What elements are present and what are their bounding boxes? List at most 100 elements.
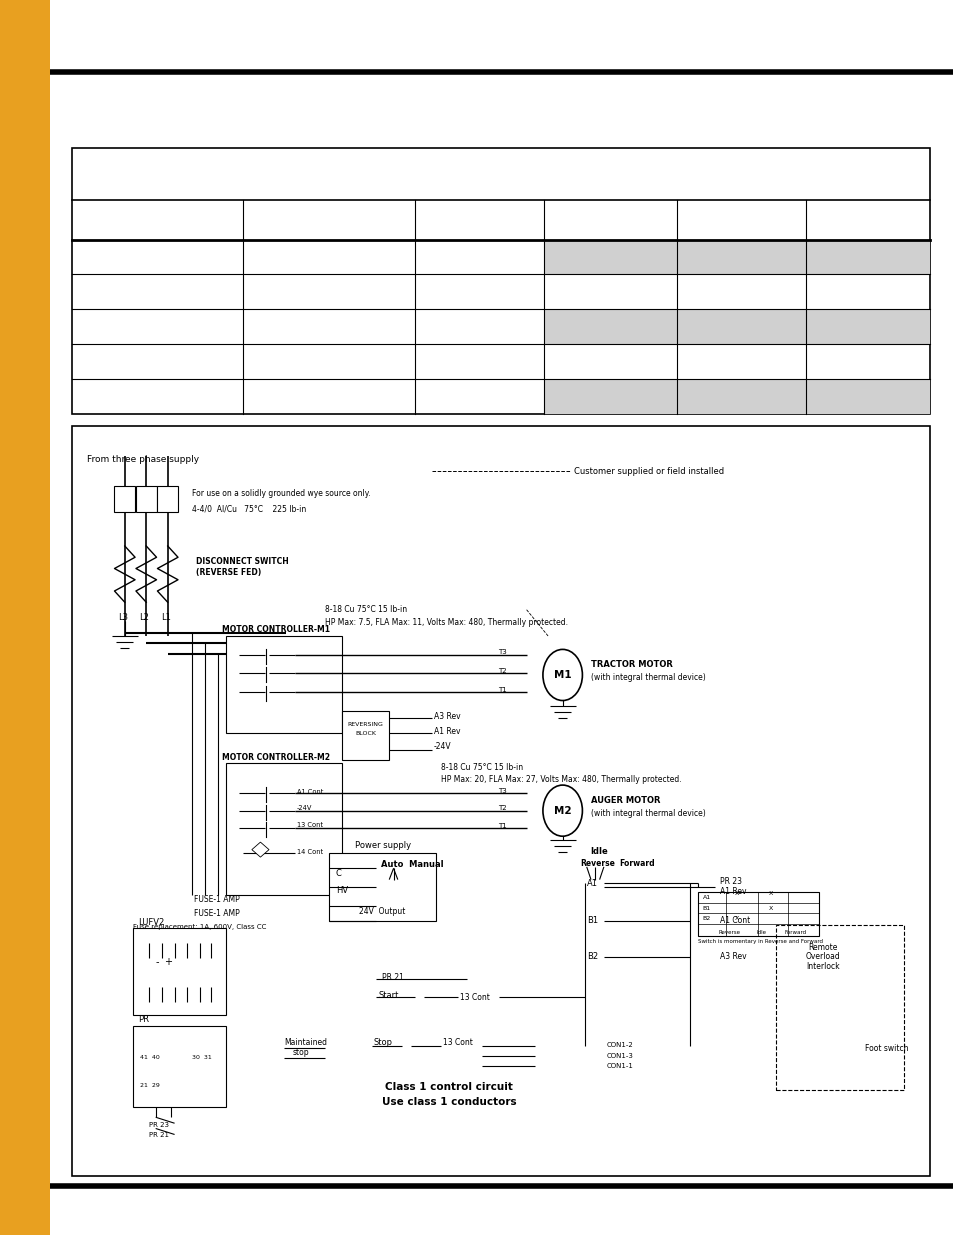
Bar bbox=[71, 148, 929, 414]
Text: Maintained: Maintained bbox=[284, 1037, 327, 1047]
Bar bbox=[677, 379, 805, 414]
Text: 13 Cont: 13 Cont bbox=[460, 993, 490, 1002]
Text: (with integral thermal device): (with integral thermal device) bbox=[590, 673, 705, 682]
Text: T2: T2 bbox=[497, 668, 506, 674]
Text: A1 Cont: A1 Cont bbox=[296, 789, 322, 795]
Text: Idle: Idle bbox=[590, 847, 608, 856]
Bar bbox=[543, 379, 677, 414]
Text: CON1-2: CON1-2 bbox=[606, 1041, 633, 1047]
Text: T3: T3 bbox=[497, 788, 506, 794]
Text: Remote: Remote bbox=[807, 942, 837, 952]
Text: Use class 1 conductors: Use class 1 conductors bbox=[381, 1097, 517, 1108]
Text: MOTOR CONTROLLER-M2: MOTOR CONTROLLER-M2 bbox=[221, 753, 330, 762]
Bar bbox=[329, 853, 436, 921]
Bar bbox=[805, 379, 929, 414]
Polygon shape bbox=[252, 842, 269, 857]
Text: stop: stop bbox=[293, 1049, 310, 1057]
Text: (REVERSE FED): (REVERSE FED) bbox=[196, 568, 261, 577]
Text: Foot switch: Foot switch bbox=[864, 1044, 908, 1052]
Text: MOTOR CONTROLLER-M1: MOTOR CONTROLLER-M1 bbox=[221, 625, 330, 635]
Bar bbox=[543, 240, 677, 274]
Text: FUSE-1 AMP: FUSE-1 AMP bbox=[194, 895, 240, 904]
Bar bbox=[543, 309, 677, 345]
Text: T2: T2 bbox=[497, 805, 506, 811]
Text: T1: T1 bbox=[497, 823, 506, 829]
Text: 8-18 Cu 75°C 15 lb-in: 8-18 Cu 75°C 15 lb-in bbox=[324, 605, 407, 614]
Text: TRACTOR MOTOR: TRACTOR MOTOR bbox=[590, 659, 672, 669]
Text: Start: Start bbox=[378, 992, 399, 1000]
Text: DISCONNECT SWITCH: DISCONNECT SWITCH bbox=[196, 557, 289, 566]
Text: 30  31: 30 31 bbox=[192, 1055, 212, 1060]
Text: T1: T1 bbox=[497, 687, 506, 693]
Circle shape bbox=[542, 650, 581, 700]
Text: A3 Rev: A3 Rev bbox=[434, 713, 460, 721]
Bar bbox=[698, 893, 818, 936]
Text: A1 Rev: A1 Rev bbox=[719, 887, 745, 897]
Text: T3: T3 bbox=[497, 650, 506, 656]
Text: M1: M1 bbox=[554, 669, 571, 680]
Text: L3: L3 bbox=[118, 613, 128, 621]
Text: Idle: Idle bbox=[755, 930, 765, 935]
Text: 14 Cont: 14 Cont bbox=[296, 848, 322, 855]
Text: Forward: Forward bbox=[783, 930, 805, 935]
Text: REVERSING: REVERSING bbox=[347, 722, 383, 727]
Text: A1: A1 bbox=[586, 879, 598, 888]
Text: HV: HV bbox=[335, 887, 348, 895]
Text: B1: B1 bbox=[701, 905, 710, 910]
Text: Fuse replacement: 1A, 600V, Class CC: Fuse replacement: 1A, 600V, Class CC bbox=[133, 924, 267, 930]
Text: A1: A1 bbox=[701, 895, 710, 900]
Bar bbox=[805, 309, 929, 345]
Text: 13 Cont: 13 Cont bbox=[296, 821, 322, 827]
Bar bbox=[226, 763, 341, 894]
Bar bbox=[775, 925, 903, 1089]
Text: C: C bbox=[335, 869, 341, 878]
Text: -: - bbox=[155, 957, 159, 967]
Text: BLOCK: BLOCK bbox=[355, 731, 375, 736]
Bar bbox=[342, 711, 389, 760]
Text: L2: L2 bbox=[139, 613, 149, 621]
Text: For use on a solidly grounded wye source only.: For use on a solidly grounded wye source… bbox=[192, 489, 370, 498]
Text: A3 Rev: A3 Rev bbox=[719, 952, 745, 961]
Text: (with integral thermal device): (with integral thermal device) bbox=[590, 809, 705, 818]
Text: Reverse: Reverse bbox=[579, 860, 614, 868]
Bar bbox=[805, 240, 929, 274]
Text: HP Max: 20, FLA Max: 27, Volts Max: 480, Thermally protected.: HP Max: 20, FLA Max: 27, Volts Max: 480,… bbox=[440, 776, 680, 784]
Text: 8-18 Cu 75°C 15 lb-in: 8-18 Cu 75°C 15 lb-in bbox=[440, 763, 522, 772]
Text: Switch is momentary in Reverse and Forward: Switch is momentary in Reverse and Forwa… bbox=[698, 940, 822, 945]
Text: CON1-3: CON1-3 bbox=[606, 1052, 633, 1058]
Text: Interlock: Interlock bbox=[805, 962, 839, 971]
Text: HP Max: 7.5, FLA Max: 11, Volts Max: 480, Thermally protected.: HP Max: 7.5, FLA Max: 11, Volts Max: 480… bbox=[324, 618, 567, 627]
Text: A1 Cont: A1 Cont bbox=[719, 916, 749, 925]
Bar bbox=[0, 0, 50, 1235]
Text: 41  40: 41 40 bbox=[140, 1055, 160, 1060]
Bar bbox=[677, 240, 805, 274]
Bar bbox=[677, 309, 805, 345]
Text: -24V: -24V bbox=[434, 742, 451, 751]
Text: CON1-1: CON1-1 bbox=[606, 1062, 633, 1068]
Bar bbox=[157, 487, 178, 513]
Text: PR 21: PR 21 bbox=[149, 1132, 169, 1139]
Text: 21  29: 21 29 bbox=[140, 1083, 160, 1088]
Text: Class 1 control circuit: Class 1 control circuit bbox=[385, 1082, 513, 1092]
Text: X: X bbox=[734, 892, 739, 897]
Text: From three phase supply: From three phase supply bbox=[87, 456, 199, 464]
Text: -24V: -24V bbox=[296, 805, 312, 811]
Circle shape bbox=[542, 785, 581, 836]
Text: 4-4/0  Al/Cu   75°C    225 lb-in: 4-4/0 Al/Cu 75°C 225 lb-in bbox=[192, 504, 306, 513]
Text: LUFV2: LUFV2 bbox=[137, 918, 164, 926]
Text: Forward: Forward bbox=[618, 860, 655, 868]
Text: Stop: Stop bbox=[374, 1037, 393, 1047]
Text: X: X bbox=[734, 916, 739, 921]
Bar bbox=[133, 929, 226, 1014]
Text: Overload: Overload bbox=[804, 952, 840, 961]
Bar bbox=[71, 426, 929, 1176]
Text: Reverse: Reverse bbox=[718, 930, 740, 935]
Text: Auto  Manual: Auto Manual bbox=[380, 860, 443, 869]
Text: Power supply: Power supply bbox=[355, 841, 411, 851]
Text: A1 Rev: A1 Rev bbox=[434, 727, 460, 736]
Bar bbox=[114, 487, 135, 513]
Text: PR 23: PR 23 bbox=[149, 1121, 169, 1128]
Text: L1: L1 bbox=[161, 613, 171, 621]
Text: X: X bbox=[768, 892, 773, 897]
Text: X: X bbox=[768, 905, 773, 910]
